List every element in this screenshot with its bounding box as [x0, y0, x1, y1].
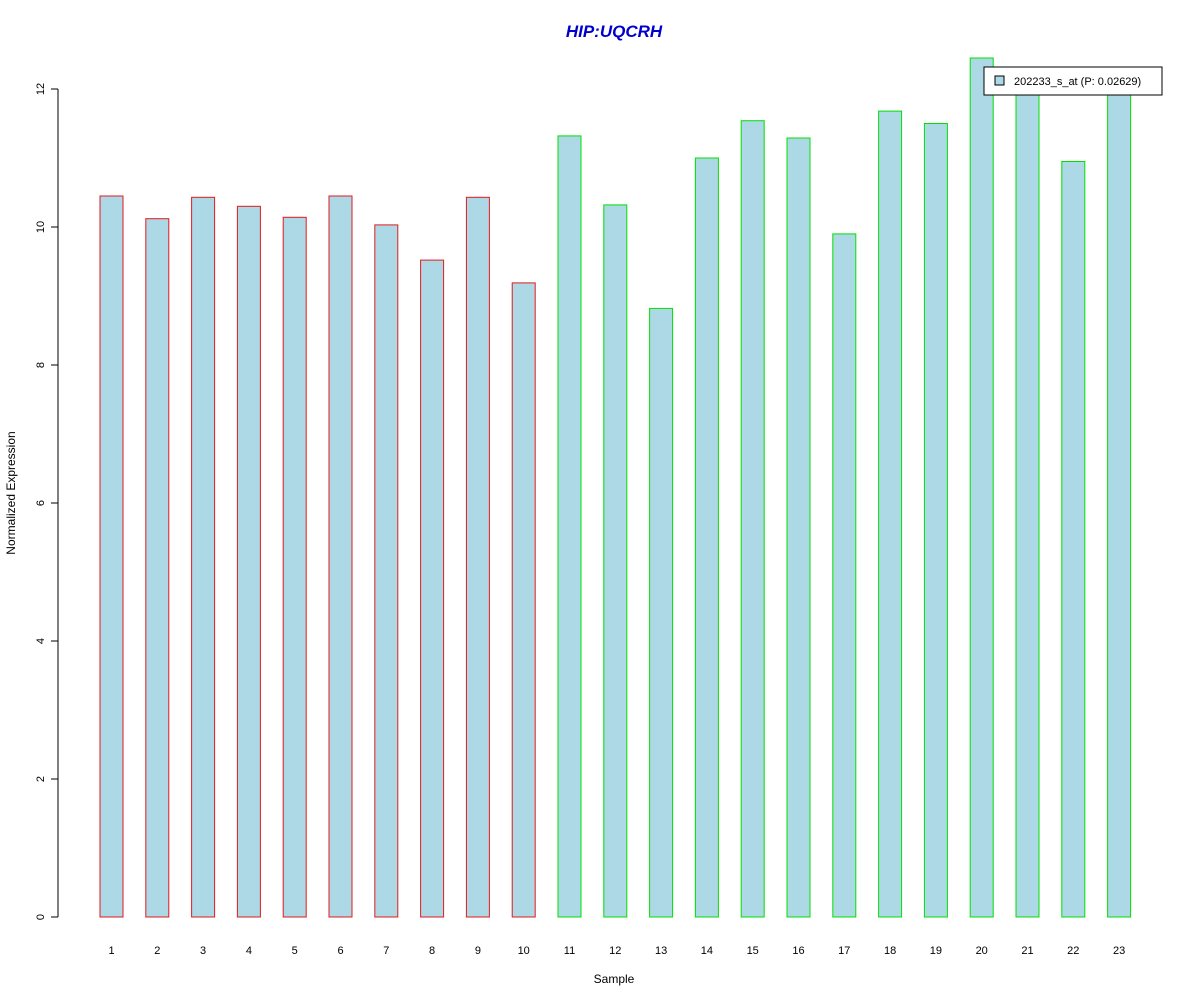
bar-sample-15: [740, 120, 765, 918]
bar-sample-18: [878, 110, 903, 918]
x-tick-label: 18: [884, 945, 896, 957]
x-tick-label: 8: [429, 945, 435, 957]
x-tick-label: 11: [564, 945, 575, 957]
x-tick-label: 13: [655, 945, 667, 957]
x-tick-label: 17: [838, 945, 850, 957]
x-tick-label: 16: [792, 945, 804, 957]
x-tick-label: 5: [292, 945, 298, 957]
x-tick-label: 2: [154, 945, 160, 957]
bar-sample-10: [511, 282, 536, 918]
bar-sample-22: [1061, 161, 1086, 918]
y-tick-label: 4: [35, 638, 47, 644]
x-tick-labels: 1 2 3 4 5 6 7 8 9 10 11 12 13 14 15 16 17 18 19 20 21 22 23: [108, 945, 1125, 957]
x-tick-label: 7: [383, 945, 389, 957]
bar-sample-8: [420, 259, 445, 918]
x-tick-label: 19: [930, 945, 942, 957]
bar-sample-11: [557, 135, 582, 918]
bars-group: [99, 57, 1132, 918]
bar-sample-2: [145, 218, 170, 918]
bar-sample-19: [923, 123, 948, 918]
x-tick-label: 6: [337, 945, 343, 957]
x-tick-label: 10: [518, 945, 530, 957]
x-tick-label: 23: [1113, 945, 1125, 957]
bar-sample-4: [236, 205, 261, 918]
bar-sample-17: [832, 233, 857, 918]
chart-title: HIP:UQCRH: [566, 22, 663, 41]
x-axis-title: Sample: [594, 972, 635, 986]
x-tick-label: 21: [1021, 945, 1033, 957]
bar-sample-16: [786, 137, 811, 918]
bar-sample-9: [465, 196, 490, 918]
legend-box: [983, 66, 1163, 96]
bar-sample-21: [1015, 85, 1040, 918]
bar-sample-13: [649, 307, 674, 918]
y-tick-label: 0: [35, 914, 47, 920]
y-tick-label: 2: [35, 776, 47, 782]
legend: 202233_s_at (P: 0.02629): [983, 66, 1163, 96]
x-tick-label: 12: [609, 945, 621, 957]
y-tick-label: 12: [35, 83, 47, 95]
x-tick-label: 4: [246, 945, 252, 957]
y-tick-label: 6: [35, 500, 47, 506]
bar-sample-20: [969, 57, 994, 918]
bar-sample-5: [282, 216, 307, 918]
y-axis-title: Normalized Expression: [4, 431, 18, 554]
x-tick-label: 14: [701, 945, 713, 957]
bar-sample-1: [99, 195, 124, 918]
bar-sample-12: [603, 204, 628, 918]
legend-label: 202233_s_at (P: 0.02629): [1014, 76, 1141, 88]
bar-sample-7: [374, 224, 399, 918]
x-tick-label: 15: [747, 945, 759, 957]
x-tick-label: 9: [475, 945, 481, 957]
bar-sample-3: [191, 196, 216, 918]
bar-sample-14: [694, 157, 719, 918]
y-axis: 0 2 4 6 8 10 12: [35, 83, 59, 920]
legend-swatch: [994, 75, 1005, 86]
y-tick-label: 10: [35, 221, 47, 233]
bar-sample-6: [328, 195, 353, 918]
x-tick-label: 20: [976, 945, 988, 957]
x-tick-label: 3: [200, 945, 206, 957]
x-tick-label: 1: [108, 945, 114, 957]
bar-sample-23: [1107, 87, 1132, 918]
x-tick-label: 22: [1067, 945, 1079, 957]
y-tick-label: 8: [35, 362, 47, 368]
